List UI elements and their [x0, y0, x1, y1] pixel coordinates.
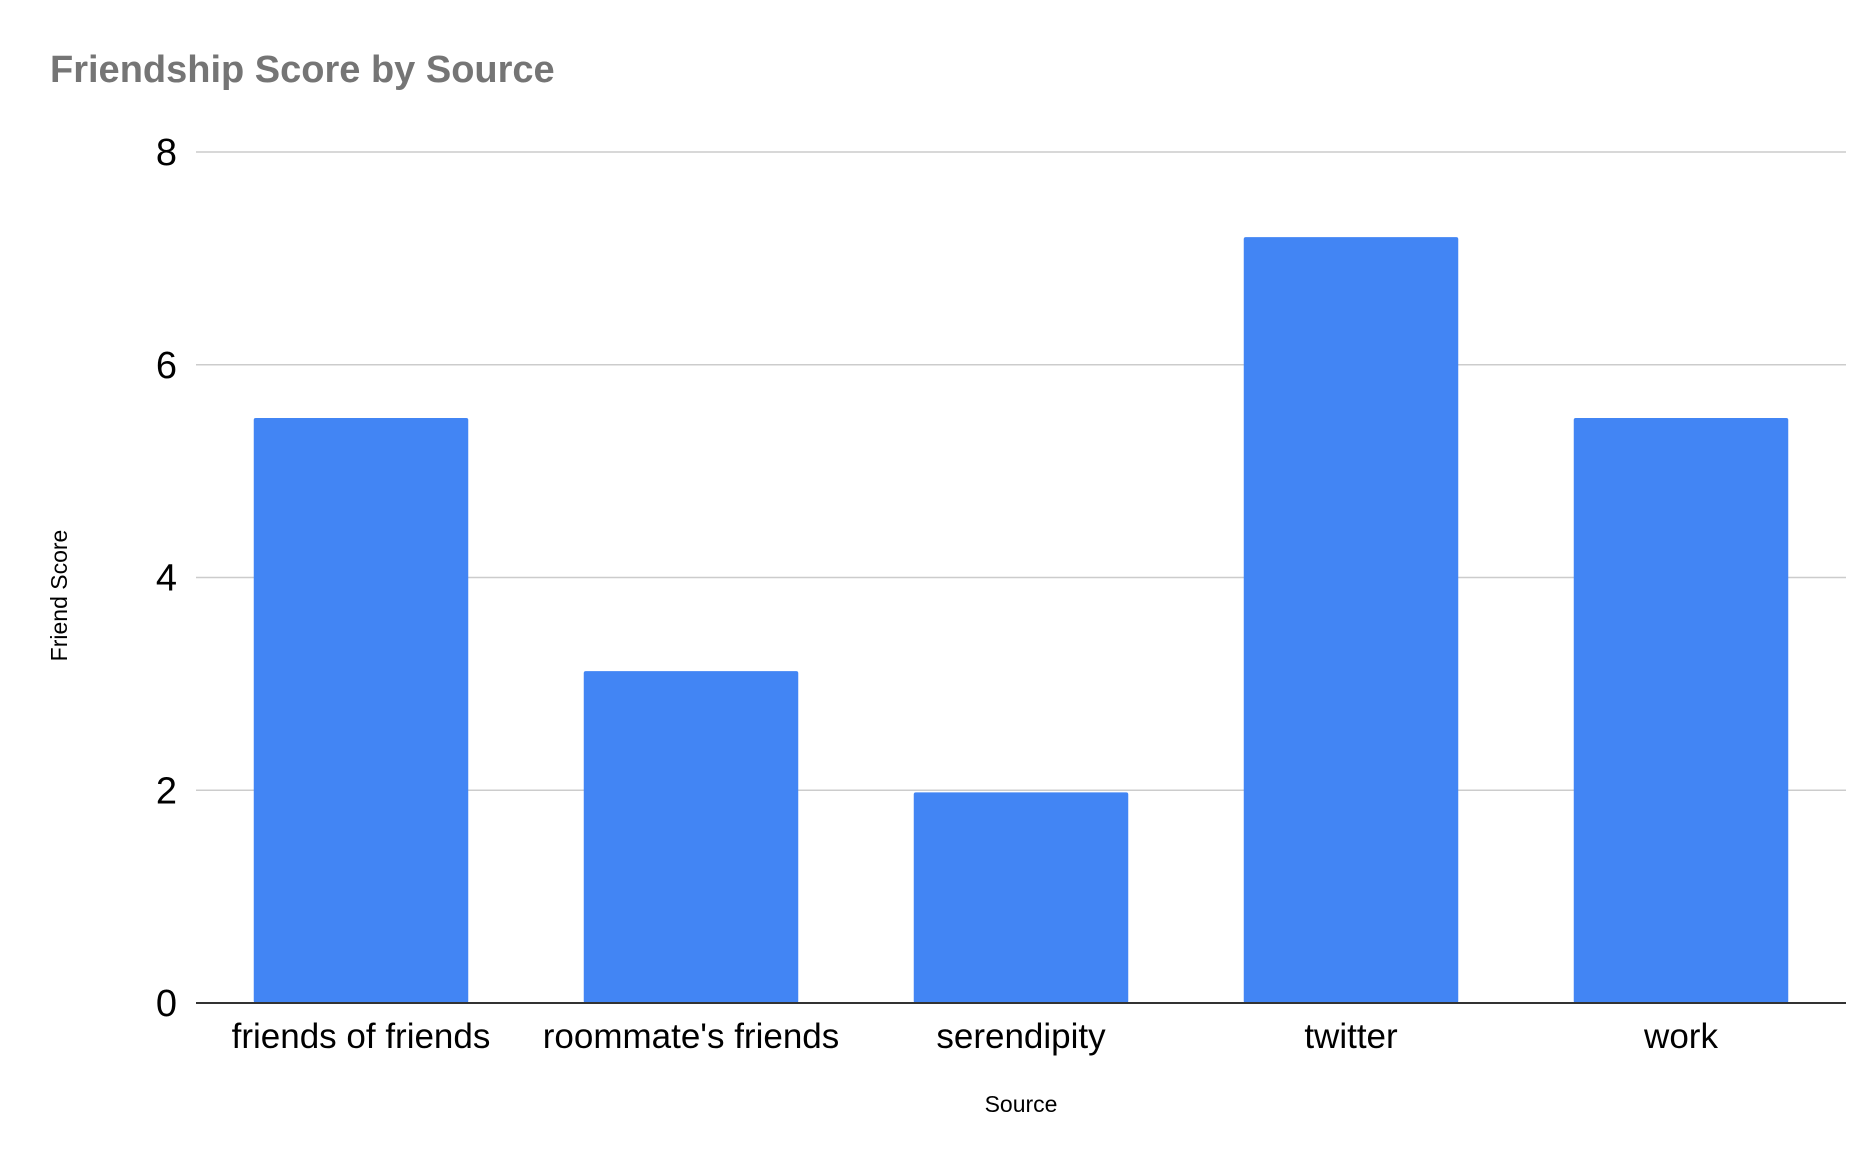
y-tick-label: 8 [156, 132, 177, 174]
x-tick-label: work [1643, 1017, 1718, 1056]
x-axis-title: Source [985, 1091, 1058, 1117]
x-tick-label: serendipity [936, 1017, 1106, 1056]
x-tick-label: friends of friends [232, 1017, 491, 1056]
x-tick-label: twitter [1304, 1017, 1398, 1056]
bars [253, 237, 1789, 1004]
bar-serendipity [913, 792, 1129, 1003]
y-axis-title: Friend Score [46, 530, 72, 662]
bar-friends-of-friends [253, 417, 469, 1003]
bar-work [1573, 417, 1789, 1003]
gridlines [196, 151, 1846, 791]
y-tick-label: 0 [156, 983, 177, 1025]
chart-title: Friendship Score by Source [50, 49, 555, 91]
x-tick-label: roommate's friends [543, 1017, 840, 1056]
bar-twitter [1243, 237, 1459, 1004]
y-tick-label: 4 [156, 558, 177, 600]
y-tick-labels: 0 2 4 6 8 [156, 132, 177, 1025]
y-tick-label: 6 [156, 345, 177, 387]
bar-roommate-s-friends [583, 671, 799, 1003]
y-tick-label: 2 [156, 770, 177, 812]
x-tick-labels: friends of friends roommate's friends sere… [232, 1017, 1719, 1056]
